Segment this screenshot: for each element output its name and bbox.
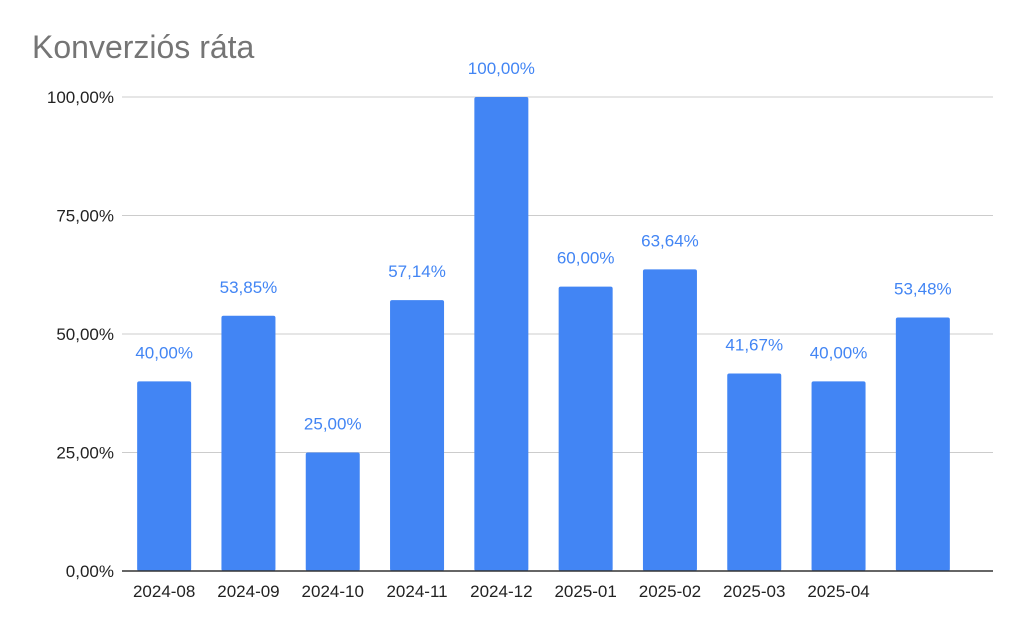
data-label: 53,48% (894, 280, 952, 299)
y-tick-label: 0,00% (66, 562, 114, 581)
data-label: 63,64% (641, 231, 699, 250)
y-tick-label: 100,00% (47, 88, 114, 107)
data-labels: 40,00% 53,85% 25,00% 57,14% 100,00% 60,00% 63,… (135, 59, 951, 434)
x-tick-label: 2025-01 (554, 582, 616, 601)
x-axis: 2024-08 2024-09 2024-10 2024-11 2024-12 2025-… (122, 570, 993, 601)
bar (390, 300, 445, 571)
x-tick-label: 2025-02 (639, 582, 701, 601)
bar (558, 286, 613, 571)
y-tick-label: 75,00% (56, 207, 114, 226)
y-tick-label: 50,00% (56, 325, 114, 344)
data-label: 41,67% (725, 335, 783, 354)
x-tick-label: 2024-09 (217, 582, 279, 601)
y-axis: 0,00% 25,00% 50,00% 75,00% 100,00% (47, 88, 114, 581)
bar (305, 452, 360, 571)
data-label: 53,85% (220, 278, 278, 297)
bars (137, 97, 950, 571)
bar (811, 381, 866, 571)
x-tick-label: 2025-03 (723, 582, 785, 601)
bar (727, 373, 782, 571)
data-label: 60,00% (557, 249, 615, 268)
x-tick-label: 2025-04 (807, 582, 869, 601)
data-label: 40,00% (810, 343, 868, 362)
bar (221, 315, 276, 571)
x-tick-label: 2024-10 (302, 582, 364, 601)
bar (895, 317, 950, 571)
bar (137, 381, 192, 571)
x-tick-label: 2024-12 (470, 582, 532, 601)
data-label: 25,00% (304, 415, 362, 434)
x-tick-label: 2024-11 (386, 582, 447, 601)
data-label: 100,00% (468, 59, 535, 78)
bar (642, 269, 697, 571)
y-tick-label: 25,00% (56, 444, 114, 463)
bar (474, 97, 529, 571)
data-label: 40,00% (135, 343, 193, 362)
data-label: 57,14% (388, 262, 446, 281)
chart-title: Konverziós ráta (32, 29, 255, 65)
x-tick-label: 2024-08 (133, 582, 195, 601)
